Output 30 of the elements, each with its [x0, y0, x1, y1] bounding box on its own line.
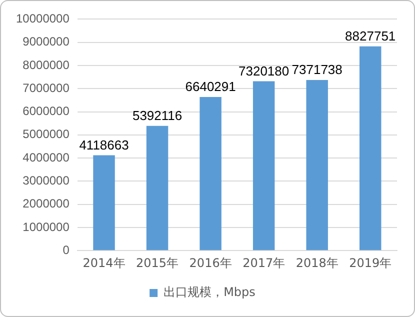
x-tick-label: 2014年: [82, 256, 126, 270]
x-tick-label: 2018年: [296, 256, 338, 270]
x-tick-label: 2019年: [349, 256, 392, 270]
bar: [200, 96, 222, 250]
y-tick-label: 0: [62, 242, 70, 257]
bar: [252, 81, 275, 250]
y-tick-label: 3000000: [22, 173, 70, 188]
data-label: 7320180: [238, 63, 290, 78]
y-tick-label: 1000000: [22, 220, 70, 234]
legend-label: 出口规模，Mbps: [164, 285, 256, 300]
y-tick-label: 2000000: [22, 196, 70, 211]
y-tick-label: 10000000: [16, 12, 70, 26]
bar: [360, 46, 382, 250]
y-tick-label: 9000000: [22, 34, 70, 49]
bar: [306, 80, 328, 250]
data-label: 5392116: [132, 108, 182, 123]
data-label: 7371738: [292, 62, 342, 78]
bar: [93, 155, 115, 250]
y-tick-label: 4000000: [22, 150, 70, 164]
data-label: 4118663: [79, 137, 129, 152]
y-tick-label: 6000000: [22, 104, 70, 118]
y-tick-label: 7000000: [22, 80, 70, 95]
y-tick-label: 5000000: [22, 127, 70, 142]
y-tick-label: 8000000: [22, 58, 70, 72]
x-tick-label: 2015年: [136, 256, 179, 270]
bar: [146, 126, 168, 250]
data-label: 6640291: [185, 79, 236, 94]
x-tick-label: 2016年: [189, 256, 232, 270]
x-tick-label: 2017年: [242, 256, 286, 270]
data-label: 8827751: [345, 28, 396, 44]
